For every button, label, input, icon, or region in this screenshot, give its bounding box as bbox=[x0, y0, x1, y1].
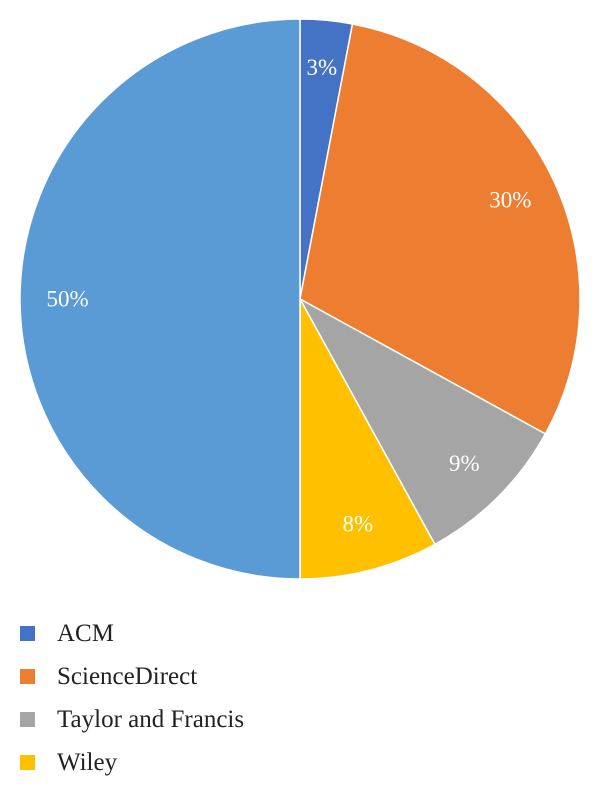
legend-label-taylor-and-francis: Taylor and Francis bbox=[57, 705, 245, 733]
pie-slice-label-sciencedirect: 30% bbox=[489, 188, 531, 213]
legend-item-wiley: Wiley bbox=[20, 741, 580, 784]
legend-swatch-wiley bbox=[20, 755, 35, 770]
pie-slice-other bbox=[19, 18, 301, 580]
pie-slice-labels: 3% 30% 9% 8% 50% bbox=[47, 55, 532, 536]
legend: ACM ScienceDirect Taylor and Francis Wil… bbox=[20, 612, 580, 784]
legend-label-wiley: Wiley bbox=[57, 748, 118, 776]
legend-item-sciencedirect: ScienceDirect bbox=[20, 655, 580, 698]
pie-slice-label-wiley: 8% bbox=[342, 512, 373, 537]
pie-slice-label-other: 50% bbox=[47, 287, 89, 312]
pie-slice-wiley bbox=[299, 298, 436, 580]
legend-label-acm: ACM bbox=[57, 619, 114, 647]
legend-swatch-taylor-and-francis bbox=[20, 712, 35, 727]
pie-plot-area: 3% 30% 9% 8% 50% bbox=[19, 18, 581, 580]
legend-item-acm: ACM bbox=[20, 612, 580, 655]
pie-slice-label-acm: 3% bbox=[307, 55, 338, 80]
pie-slice-label-taylor-and-francis: 9% bbox=[449, 451, 480, 476]
legend-swatch-sciencedirect bbox=[20, 669, 35, 684]
legend-label-sciencedirect: ScienceDirect bbox=[57, 662, 198, 690]
pie-slice-taylor-and-francis bbox=[298, 297, 547, 546]
pie-slice-sciencedirect bbox=[299, 23, 581, 435]
pie-slices bbox=[19, 18, 581, 580]
legend-swatch-acm bbox=[20, 626, 35, 641]
legend-item-taylor-and-francis: Taylor and Francis bbox=[20, 698, 580, 741]
